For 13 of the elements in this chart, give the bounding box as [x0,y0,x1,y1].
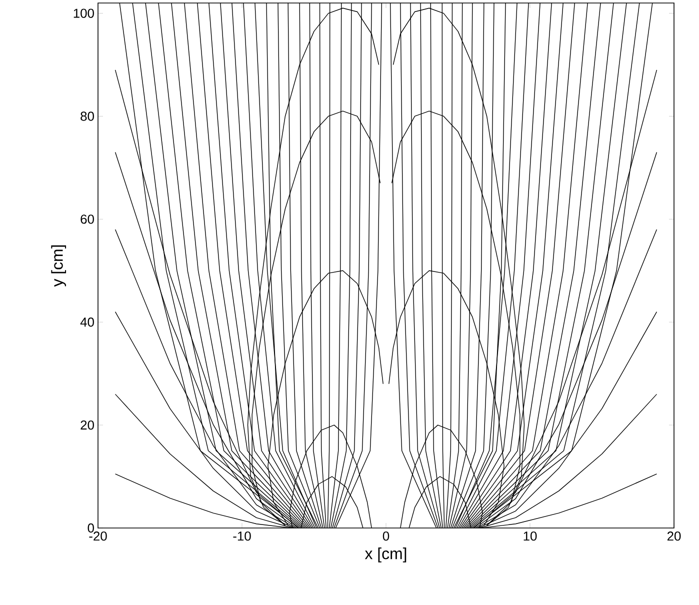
x-tick-label: 10 [524,532,537,541]
y-tick-label: 100 [74,8,94,18]
y-tick-label: 80 [80,112,94,121]
x-axis-title: x [cm] [364,548,406,562]
x-tick-label: 20 [667,532,681,541]
y-axis-title: y [cm] [51,245,66,287]
x-tick-label: -20 [89,532,107,541]
y-tick-label: 60 [80,214,94,224]
y-tick-label: 0 [88,523,94,533]
x-tick-label: 0 [382,532,390,541]
y-tick-label: 40 [80,318,94,327]
x-tick-label: -10 [233,532,251,541]
y-tick-label: 20 [80,420,94,430]
